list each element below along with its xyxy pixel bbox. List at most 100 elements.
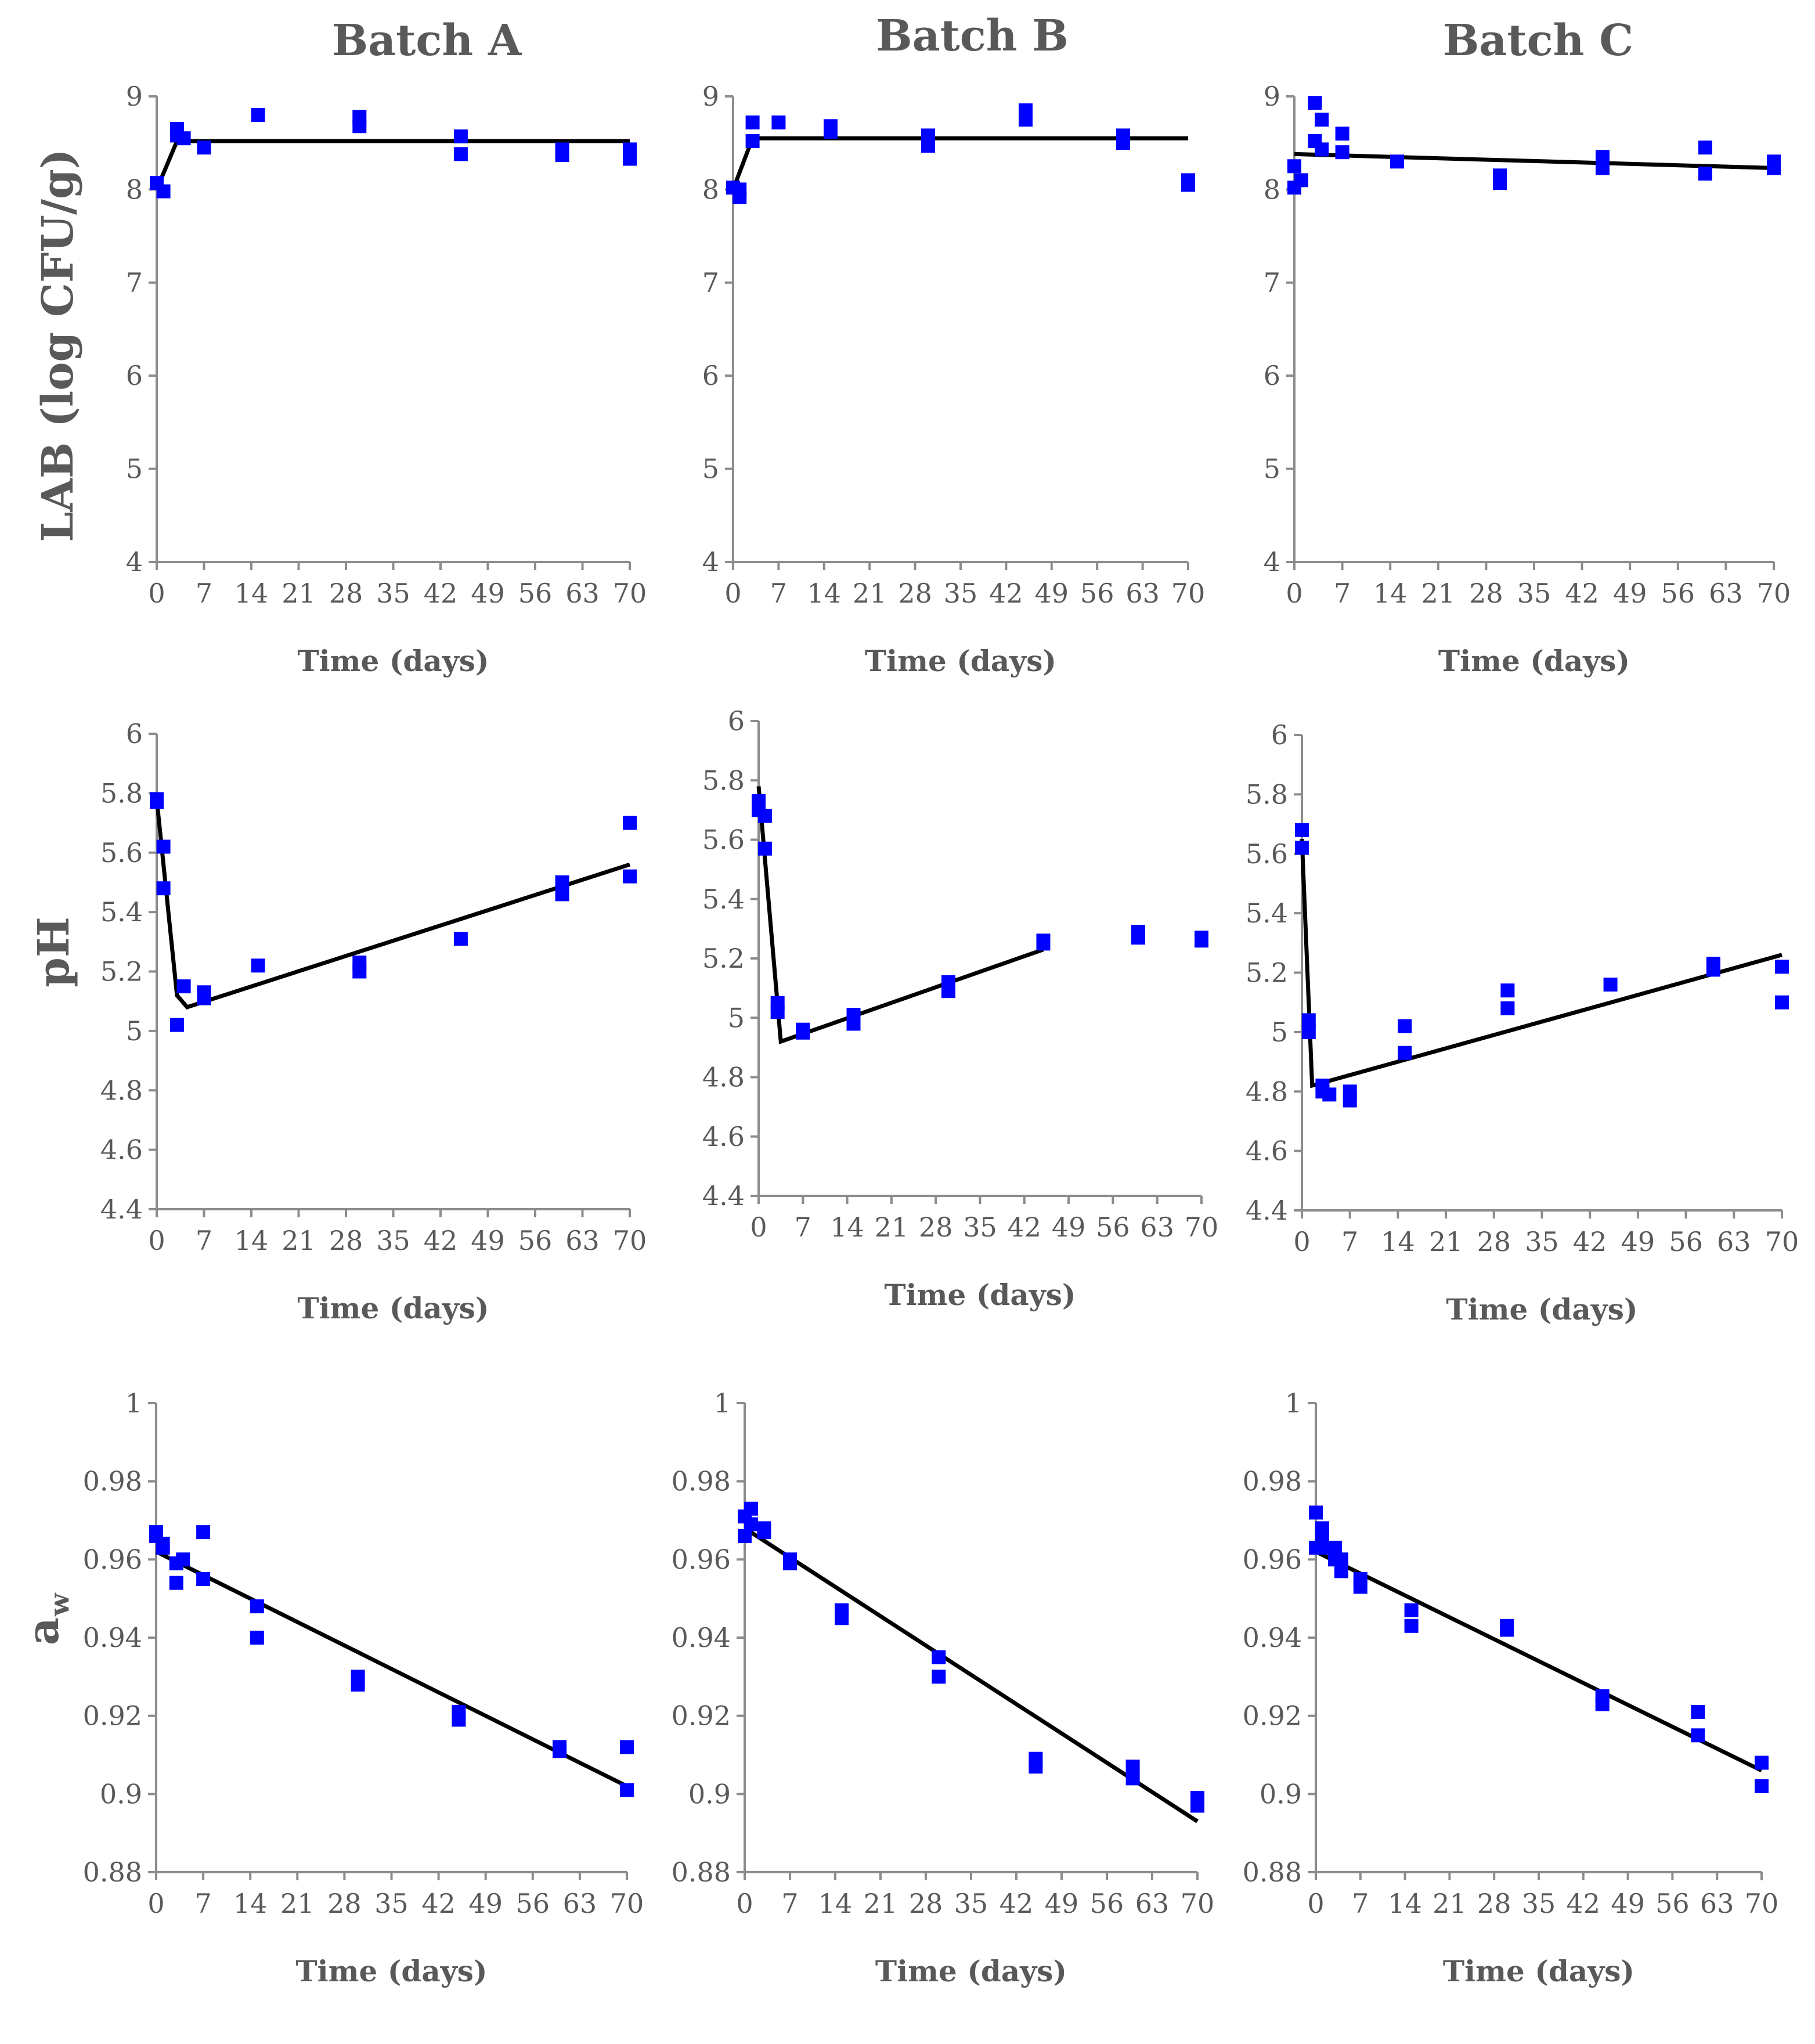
x-tick-label: 35 (376, 578, 410, 609)
data-point (757, 809, 772, 823)
data-point (1603, 978, 1618, 992)
fit-line (155, 1549, 628, 1789)
y-tick-label: 5 (728, 1002, 745, 1033)
y-tick-label: 5.2 (702, 943, 745, 974)
data-point (156, 1541, 170, 1555)
row-label-aw-base: a (19, 1617, 68, 1645)
x-tick-label: 56 (1090, 1888, 1124, 1919)
x-tick-label: 63 (1709, 578, 1743, 609)
x-axis-title: Time (days) (1446, 1292, 1637, 1326)
x-tick-label: 42 (424, 1225, 458, 1256)
data-point (733, 182, 747, 197)
data-point (1334, 1564, 1348, 1578)
data-point (1181, 178, 1195, 192)
column-title-batch-c: Batch C (1443, 16, 1633, 66)
data-point (251, 108, 265, 122)
row-label-aw-subscript: w (44, 1592, 75, 1617)
data-point (738, 1529, 752, 1543)
data-point (1036, 936, 1051, 951)
fit-line (1294, 152, 1774, 170)
data-point (1398, 1019, 1412, 1033)
data-point (250, 1631, 264, 1645)
y-tick-label: 5.2 (1246, 957, 1288, 989)
x-tick-label: 56 (518, 578, 553, 609)
x-tick-label: 7 (194, 1888, 211, 1919)
y-tick-label: 0.94 (672, 1622, 731, 1653)
x-tick-label: 42 (999, 1888, 1034, 1919)
y-tick-label: 0.9 (1260, 1778, 1302, 1809)
y-tick-label: 4.6 (702, 1121, 745, 1152)
data-point (156, 881, 171, 896)
x-tick-label: 28 (329, 1225, 363, 1256)
x-tick-label: 63 (1135, 1888, 1170, 1919)
data-point (1019, 113, 1033, 127)
y-tick-label: 0.88 (83, 1856, 142, 1888)
x-tick-label: 49 (471, 578, 505, 609)
data-point (1500, 983, 1515, 998)
data-point (1698, 167, 1712, 181)
data-point (169, 1576, 183, 1590)
y-tick-label: 0.92 (672, 1700, 731, 1732)
data-point (1315, 1521, 1329, 1535)
data-point (352, 119, 367, 134)
y-tick-label: 6 (1271, 719, 1288, 751)
y-tick-label: 5.4 (702, 884, 745, 915)
x-tick-label: 63 (565, 578, 600, 609)
data-point (941, 984, 955, 998)
data-point (1493, 176, 1507, 190)
y-tick-label: 4.4 (1246, 1195, 1288, 1226)
data-point (176, 1552, 190, 1567)
x-tick-label: 14 (1381, 1226, 1415, 1257)
data-point (745, 115, 760, 129)
data-point (1706, 962, 1720, 977)
y-tick-label: 6 (1264, 360, 1280, 391)
x-tick-label: 35 (1525, 1226, 1559, 1257)
data-point (169, 1018, 184, 1032)
y-tick-label: 8 (702, 174, 719, 205)
fit-line (154, 799, 631, 1010)
data-point (1404, 1603, 1419, 1617)
x-tick-label: 49 (1611, 1888, 1645, 1919)
x-tick-label: 63 (1717, 1226, 1751, 1257)
x-tick-label: 28 (898, 578, 932, 609)
y-tick-label: 4.8 (1246, 1076, 1288, 1107)
data-point (1195, 933, 1208, 948)
x-axis-title: Time (days) (865, 644, 1056, 678)
y-tick-label: 4.6 (100, 1134, 143, 1166)
x-tick-label: 0 (724, 578, 741, 609)
fit-line (756, 786, 1044, 1044)
x-tick-label: 21 (864, 1888, 898, 1919)
x-tick-label: 7 (1334, 578, 1351, 609)
data-point (351, 1677, 365, 1692)
data-point (250, 1599, 264, 1614)
data-point (1775, 960, 1789, 974)
data-point (1755, 1755, 1769, 1770)
x-tick-label: 21 (1421, 578, 1456, 609)
data-point (1398, 1046, 1412, 1060)
x-tick-label: 63 (1700, 1888, 1734, 1919)
x-tick-label: 28 (1477, 1226, 1511, 1257)
data-point (623, 816, 637, 830)
y-tick-label: 4 (126, 546, 143, 578)
x-tick-label: 0 (1293, 1226, 1310, 1257)
x-tick-label: 14 (233, 1888, 268, 1919)
x-axis-title: Time (days) (884, 1278, 1076, 1312)
y-tick-label: 1 (125, 1387, 142, 1419)
x-tick-label: 7 (1341, 1226, 1358, 1257)
x-tick-label: 14 (807, 578, 842, 609)
data-point (623, 152, 637, 166)
y-tick-label: 5.8 (702, 765, 745, 796)
data-point (932, 1670, 946, 1684)
x-tick-label: 35 (954, 1888, 988, 1919)
x-tick-label: 56 (1669, 1226, 1703, 1257)
data-point (1343, 1093, 1357, 1108)
x-tick-label: 0 (1307, 1888, 1324, 1919)
row-label-ph: pH (29, 917, 79, 987)
y-tick-label: 6 (126, 718, 143, 749)
data-point (1301, 1025, 1316, 1039)
data-point (1335, 145, 1349, 160)
data-point (1309, 1505, 1323, 1520)
y-tick-label: 4.6 (1246, 1135, 1288, 1167)
data-point (1125, 1760, 1140, 1774)
